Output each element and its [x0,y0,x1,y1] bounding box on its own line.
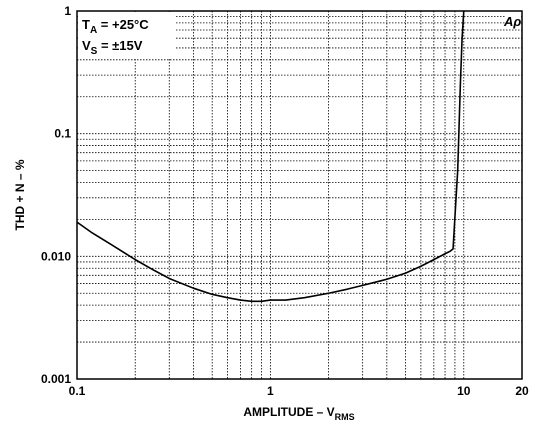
grid-lines [76,11,523,380]
annotation-box [78,12,176,58]
annotation-temperature: TA = +25°C [82,17,149,36]
x-tick-label: 20 [515,384,529,398]
y-tick-label: 0.1 [54,127,71,141]
annotation-supply-voltage: VS = ±15V [82,38,143,57]
logo-backdrop [505,13,521,29]
thd-curve [76,10,465,303]
corner-logo: Aρ [503,14,521,29]
y-tick-label: 0.001 [41,372,71,386]
tick-labels: 0.1 1 10 20 0.001 0.010 0.1 1 [41,4,529,398]
x-tick-label: 0.1 [69,384,86,398]
y-axis-title: THD + N – % [13,159,27,230]
y-tick-label: 1 [64,4,71,18]
x-tick-label: 1 [267,384,274,398]
x-tick-label: 10 [457,384,471,398]
plot-frame [76,10,523,380]
x-axis-title: AMPLITUDE – VRMS [243,405,354,422]
y-tick-label: 0.010 [41,249,71,263]
series-group [76,10,465,303]
